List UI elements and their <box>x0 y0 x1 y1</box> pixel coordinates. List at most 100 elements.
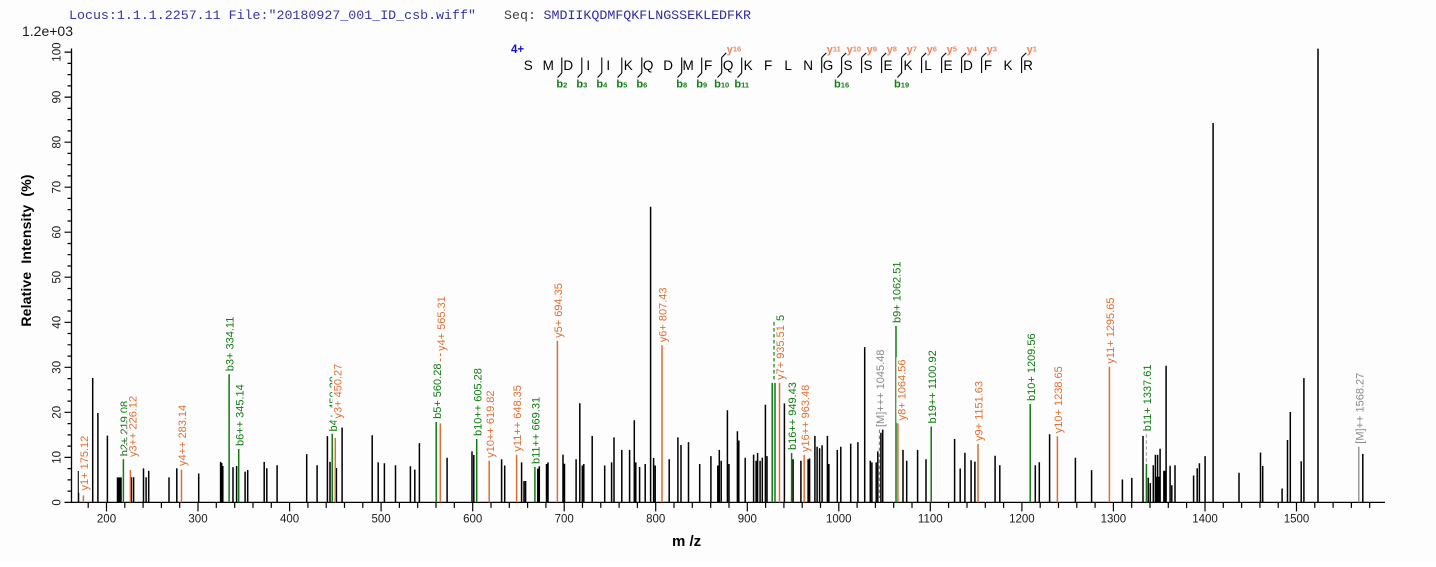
svg-text:b10+ 1209.56: b10+ 1209.56 <box>1026 333 1038 401</box>
svg-text:20: 20 <box>52 406 64 419</box>
svg-text:1000: 1000 <box>826 514 852 526</box>
svg-text:Locus:1.1.1.2257.11 File:"2018: Locus:1.1.1.2257.11 File:"20180927_001_I… <box>69 8 476 23</box>
svg-text:10: 10 <box>52 451 64 464</box>
svg-text:b8: b8 <box>676 79 687 91</box>
svg-text:y4+ 565.31: y4+ 565.31 <box>436 296 448 351</box>
svg-text:y10: y10 <box>847 44 861 56</box>
svg-text:0: 0 <box>52 499 64 505</box>
svg-text:b5+ 560.28: b5+ 560.28 <box>432 364 444 419</box>
svg-text:Q: Q <box>723 58 734 73</box>
svg-text:Relative Intensity (%): Relative Intensity (%) <box>18 174 34 326</box>
svg-text:500: 500 <box>372 514 391 526</box>
svg-text:70: 70 <box>52 181 64 194</box>
svg-text:E: E <box>943 58 952 73</box>
svg-text:y7+ 935.51: y7+ 935.51 <box>775 325 787 380</box>
svg-text:R: R <box>1023 58 1033 73</box>
svg-text:y6+ 807.43: y6+ 807.43 <box>658 287 670 342</box>
svg-text:F: F <box>764 58 772 73</box>
svg-text:K: K <box>624 58 633 73</box>
svg-text:N: N <box>803 58 813 73</box>
svg-text:y5+ 694.35: y5+ 694.35 <box>553 283 565 338</box>
svg-text:200: 200 <box>97 514 116 526</box>
svg-text:S: S <box>843 58 852 73</box>
svg-text:K: K <box>1003 58 1012 73</box>
svg-text:y8: y8 <box>887 44 897 56</box>
svg-text:y9+ 1151.63: y9+ 1151.63 <box>974 381 986 441</box>
svg-text:F: F <box>704 58 712 73</box>
svg-text:m /z: m /z <box>672 533 701 550</box>
svg-text:y3+ 450.27: y3+ 450.27 <box>333 364 345 419</box>
svg-text:y5: y5 <box>947 44 957 56</box>
svg-text:D: D <box>563 58 573 73</box>
svg-text:y11: y11 <box>827 44 841 56</box>
svg-text:1500: 1500 <box>1284 514 1310 526</box>
svg-text:80: 80 <box>52 136 64 149</box>
svg-text:b6++ 345.14: b6++ 345.14 <box>234 384 246 446</box>
svg-text:y1+ 175.12: y1+ 175.12 <box>79 436 91 491</box>
svg-text:30: 30 <box>52 361 64 374</box>
svg-text:L: L <box>924 58 932 73</box>
svg-text:y3: y3 <box>987 44 997 56</box>
svg-text:M: M <box>543 58 554 73</box>
svg-text:1100: 1100 <box>918 514 943 526</box>
svg-text:800: 800 <box>646 514 665 526</box>
svg-text:b11: b11 <box>734 79 749 91</box>
svg-text:y7: y7 <box>907 44 917 56</box>
svg-text:b11++ 669.31: b11++ 669.31 <box>531 397 543 464</box>
svg-text:Q: Q <box>643 58 654 73</box>
svg-text:I: I <box>606 58 610 73</box>
svg-text:b4: b4 <box>596 79 608 91</box>
svg-text:b11+ 1337.61: b11+ 1337.61 <box>1142 365 1154 432</box>
svg-text:y6: y6 <box>927 44 937 56</box>
svg-text:100: 100 <box>52 43 64 62</box>
svg-text:900: 900 <box>738 514 757 526</box>
svg-text:40: 40 <box>52 316 64 329</box>
svg-text:y16: y16 <box>727 44 741 56</box>
svg-text:400: 400 <box>280 514 299 526</box>
svg-text:300: 300 <box>188 514 207 526</box>
svg-text:b6: b6 <box>636 79 647 91</box>
svg-text:[M]++ 1568.27: [M]++ 1568.27 <box>1354 373 1366 444</box>
svg-text:50: 50 <box>52 271 64 284</box>
svg-text:F: F <box>984 58 992 73</box>
svg-text:90: 90 <box>52 91 64 104</box>
svg-text:y4: y4 <box>967 44 978 56</box>
svg-text:1200: 1200 <box>1009 514 1035 526</box>
svg-text:SMDIIKQDMFQKFLNGSSEKLEDFKR: SMDIIKQDMFQKFLNGSSEKLEDFKR <box>544 8 751 23</box>
svg-text:b2: b2 <box>556 79 567 91</box>
svg-text:b10++ 605.28: b10++ 605.28 <box>472 368 484 436</box>
svg-text:y9: y9 <box>867 44 877 56</box>
svg-text:60: 60 <box>52 226 64 239</box>
svg-text:E: E <box>883 58 892 73</box>
svg-text:b16: b16 <box>834 79 849 91</box>
svg-text:5: 5 <box>775 315 787 321</box>
svg-text:D: D <box>963 58 973 73</box>
svg-text:y10+ 1238.65: y10+ 1238.65 <box>1053 366 1065 433</box>
svg-text:Seq:: Seq: <box>504 8 536 23</box>
svg-text:b5: b5 <box>616 79 627 91</box>
svg-text:1400: 1400 <box>1192 514 1218 526</box>
svg-text:y4++ 283.14: y4++ 283.14 <box>177 405 189 466</box>
svg-text:b19: b19 <box>894 79 909 91</box>
svg-text:600: 600 <box>463 514 482 526</box>
svg-text:I: I <box>586 58 590 73</box>
svg-text:y3++ 226.12: y3++ 226.12 <box>127 396 139 457</box>
svg-text:y11+ 1295.65: y11+ 1295.65 <box>1105 298 1117 364</box>
svg-text:b9: b9 <box>696 79 707 91</box>
svg-text:S: S <box>524 58 533 73</box>
svg-text:M: M <box>682 58 693 73</box>
svg-text:S: S <box>863 58 872 73</box>
svg-text:y11++ 648.35: y11++ 648.35 <box>512 385 524 451</box>
svg-text:K: K <box>903 58 912 73</box>
svg-text:1300: 1300 <box>1101 514 1127 526</box>
svg-text:b10: b10 <box>714 79 729 91</box>
svg-text:700: 700 <box>555 514 574 526</box>
svg-text:1.2e+03: 1.2e+03 <box>22 23 73 39</box>
svg-text:b3: b3 <box>576 79 587 91</box>
svg-text:b16++ 949.43: b16++ 949.43 <box>787 382 799 450</box>
svg-text:b19++ 1100.92: b19++ 1100.92 <box>927 350 939 423</box>
svg-text:y1: y1 <box>1027 44 1037 56</box>
svg-text:y10++ 619.82: y10++ 619.82 <box>485 391 497 458</box>
svg-text:4+: 4+ <box>511 44 524 56</box>
svg-text:b3+ 334.11: b3+ 334.11 <box>225 317 237 372</box>
